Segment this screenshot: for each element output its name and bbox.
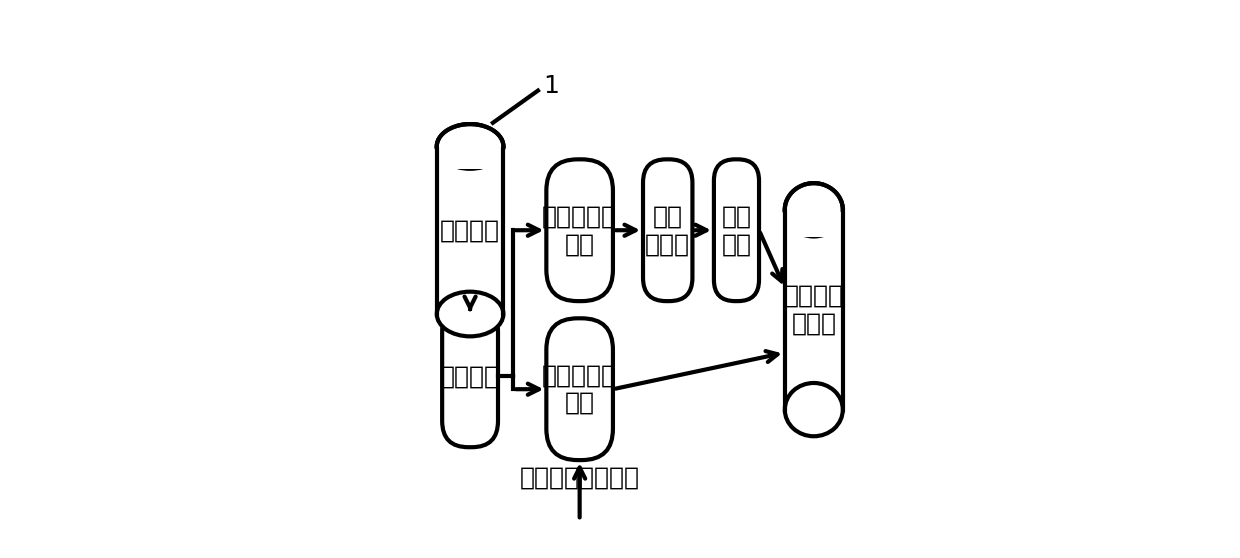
- Text: 特征
提取器: 特征 提取器: [645, 204, 691, 256]
- Ellipse shape: [785, 383, 843, 436]
- Ellipse shape: [436, 292, 503, 336]
- Bar: [436, 124, 503, 147]
- FancyBboxPatch shape: [644, 160, 692, 301]
- Text: 夹持力感
知模型: 夹持力感 知模型: [784, 284, 843, 335]
- FancyBboxPatch shape: [547, 160, 613, 301]
- Text: 1: 1: [543, 74, 559, 98]
- FancyBboxPatch shape: [443, 305, 498, 447]
- Text: 待夹持物体的压力: 待夹持物体的压力: [520, 465, 640, 489]
- Text: 带载状态下
数据: 带载状态下 数据: [542, 363, 618, 415]
- Ellipse shape: [436, 124, 503, 169]
- Bar: [785, 210, 843, 410]
- Bar: [785, 209, 843, 237]
- FancyBboxPatch shape: [547, 318, 613, 460]
- Bar: [436, 146, 503, 169]
- Text: 运动
特征: 运动 特征: [722, 204, 751, 256]
- Bar: [436, 146, 503, 314]
- Text: 空载状态下
数据: 空载状态下 数据: [542, 204, 618, 256]
- Ellipse shape: [785, 183, 843, 237]
- Bar: [785, 183, 843, 210]
- FancyBboxPatch shape: [714, 160, 759, 301]
- Text: 手术器械: 手术器械: [440, 218, 500, 242]
- Text: 驱动电机: 驱动电机: [440, 364, 500, 388]
